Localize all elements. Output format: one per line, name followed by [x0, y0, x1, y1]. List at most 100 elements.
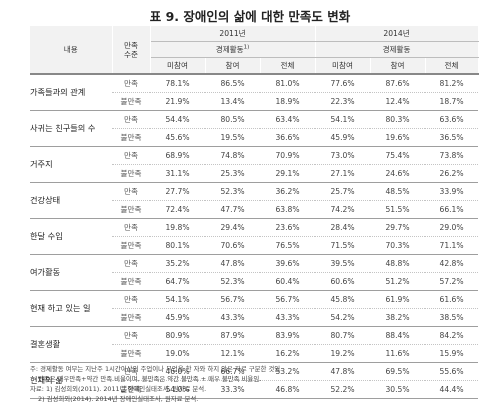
- level-satisfied: 만족: [112, 326, 150, 345]
- value-cell: 56.7%: [260, 290, 316, 309]
- row-category: 현재 하고 있는 일: [30, 290, 112, 327]
- value-cell: 43.3%: [205, 308, 260, 327]
- value-cell: 71.1%: [425, 236, 479, 255]
- value-cell: 45.6%: [150, 128, 205, 147]
- value-cell: 71.5%: [315, 236, 371, 255]
- level-dissatisfied: 불만족: [112, 128, 150, 147]
- footnote: 주: 경제활동 여부는 지난주 1시간이상의 주업이나 부업을 한 자와 하지 …: [30, 365, 283, 373]
- value-cell: 33.9%: [425, 182, 479, 201]
- level-dissatisfied: 불만족: [112, 164, 150, 183]
- value-cell: 25.7%: [315, 182, 371, 201]
- value-cell: 47.8%: [315, 362, 371, 381]
- value-cell: 87.9%: [205, 326, 260, 345]
- value-cell: 48.8%: [370, 254, 426, 273]
- value-cell: 68.9%: [150, 146, 205, 165]
- value-cell: 39.6%: [260, 254, 316, 273]
- level-satisfied: 만족: [112, 110, 150, 129]
- value-cell: 44.4%: [425, 380, 479, 399]
- value-cell: 23.6%: [260, 218, 316, 237]
- header-col-part-2014: 참여: [370, 57, 426, 75]
- table-row: 불만족 80.1% 70.6% 76.5% 71.5% 70.3% 71.1%: [30, 236, 479, 255]
- header-col-nonpart-2014: 미참여: [315, 57, 371, 75]
- table-title: 표 9. 장애인의 삶에 대한 만족도 변화: [149, 9, 351, 24]
- value-cell: 80.7%: [315, 326, 371, 345]
- value-cell: 70.3%: [370, 236, 426, 255]
- footnotes: 주: 경제활동 여부는 지난주 1시간이상의 주업이나 부업을 한 자와 하지 …: [30, 364, 478, 404]
- header-col-total-2014: 전체: [425, 57, 479, 75]
- row-category: 현재의 삶: [30, 362, 112, 399]
- value-cell: 36.6%: [260, 128, 316, 147]
- header-econ-2014: 경제활동: [315, 41, 479, 58]
- level-dissatisfied: 불만족: [112, 308, 150, 327]
- table-row: 불만족 54.0% 33.3% 46.8% 52.2% 30.5% 44.4%: [30, 380, 479, 399]
- value-cell: 64.7%: [150, 272, 205, 291]
- header-col-part-2011: 참여: [205, 57, 261, 75]
- value-cell: 54.0%: [150, 380, 205, 399]
- value-cell: 24.6%: [370, 164, 426, 183]
- value-cell: 63.4%: [260, 110, 316, 129]
- value-cell: 29.4%: [205, 218, 260, 237]
- value-cell: 69.5%: [370, 362, 426, 381]
- header-col-total-2011: 전체: [260, 57, 316, 75]
- level-satisfied: 만족: [112, 182, 150, 201]
- value-cell: 51.5%: [370, 200, 426, 219]
- value-cell: 36.2%: [260, 182, 316, 201]
- value-cell: 83.9%: [260, 326, 316, 345]
- row-category: 여가활동: [30, 254, 112, 291]
- value-cell: 43.3%: [260, 308, 316, 327]
- value-cell: 80.3%: [370, 110, 426, 129]
- table-row: 불만족 21.9% 13.4% 18.9% 22.3% 12.4% 18.7%: [30, 92, 479, 111]
- value-cell: 63.6%: [425, 110, 479, 129]
- level-satisfied: 만족: [112, 254, 150, 273]
- value-cell: 29.0%: [425, 218, 479, 237]
- footnote: 자료: 1) 김성희외(2011). 2011년 장애인실태조사, 원자료 분석…: [30, 385, 207, 393]
- value-cell: 60.6%: [315, 272, 371, 291]
- level-satisfied: 만족: [112, 290, 150, 309]
- value-cell: 19.5%: [205, 128, 260, 147]
- level-dissatisfied: 불만족: [112, 344, 150, 363]
- value-cell: 84.2%: [425, 326, 479, 345]
- level-dissatisfied: 불만족: [112, 380, 150, 399]
- satisfaction-table: 내용 만족 수준 2011년 2014년 경제활동1) 경제활동 미참여 참여 …: [30, 26, 479, 399]
- header-econ-2011: 경제활동1): [150, 41, 316, 58]
- value-cell: 18.9%: [260, 92, 316, 111]
- value-cell: 22.3%: [315, 92, 371, 111]
- table-row: 현재 하고 있는 일 만족 54.1% 56.7% 56.7% 45.8% 61.9% 61.…: [30, 290, 479, 327]
- value-cell: 63.8%: [260, 200, 316, 219]
- footnote: 2) 김성희외(2014). 2014년 장애인실태조사, 원자료 분석.: [38, 395, 199, 403]
- header-year-2014: 2014년: [315, 26, 479, 42]
- value-cell: 57.2%: [425, 272, 479, 291]
- value-cell: 30.5%: [370, 380, 426, 399]
- row-category: 거주지: [30, 146, 112, 183]
- value-cell: 28.4%: [315, 218, 371, 237]
- value-cell: 70.6%: [205, 236, 260, 255]
- value-cell: 21.9%: [150, 92, 205, 111]
- table-row: 거주지 만족 68.9% 74.8% 70.9% 73.0% 75.4% 73.8%: [30, 146, 479, 183]
- table-row: 여가활동 만족 35.2% 47.8% 39.6% 39.5% 48.8% 42.8%: [30, 254, 479, 291]
- value-cell: 81.2%: [425, 74, 479, 93]
- value-cell: 16.2%: [260, 344, 316, 363]
- level-satisfied: 만족: [112, 146, 150, 165]
- value-cell: 52.2%: [315, 380, 371, 399]
- value-cell: 42.8%: [425, 254, 479, 273]
- value-cell: 27.1%: [315, 164, 371, 183]
- value-cell: 70.9%: [260, 146, 316, 165]
- row-category: 한달 수입: [30, 218, 112, 255]
- value-cell: 19.8%: [150, 218, 205, 237]
- value-cell: 54.2%: [315, 308, 371, 327]
- footnote: 만족은 매우만족+약간 만족 비율이며, 불만족은 약간 불만족 + 매우 불만…: [38, 375, 262, 383]
- value-cell: 54.1%: [150, 290, 205, 309]
- value-cell: 39.5%: [315, 254, 371, 273]
- row-category: 건강상태: [30, 182, 112, 219]
- value-cell: 36.5%: [425, 128, 479, 147]
- value-cell: 51.2%: [370, 272, 426, 291]
- value-cell: 29.1%: [260, 164, 316, 183]
- value-cell: 12.1%: [205, 344, 260, 363]
- table-row: 결혼생활 만족 80.9% 87.9% 83.9% 80.7% 88.4% 84.2%: [30, 326, 479, 363]
- value-cell: 86.5%: [205, 74, 260, 93]
- value-cell: 74.2%: [315, 200, 371, 219]
- value-cell: 19.6%: [370, 128, 426, 147]
- header-level: 만족 수준: [112, 26, 151, 75]
- value-cell: 47.7%: [205, 200, 260, 219]
- table-row: 불만족 72.4% 47.7% 63.8% 74.2% 51.5% 66.1%: [30, 200, 479, 219]
